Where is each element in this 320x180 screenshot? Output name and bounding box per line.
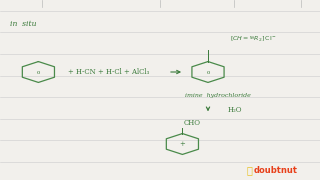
Text: o: o [37,69,40,75]
Text: + H-CN + H-Cl + AlCl₃: + H-CN + H-Cl + AlCl₃ [68,68,149,76]
Text: doubtnut: doubtnut [253,166,297,175]
Text: +: + [180,140,185,148]
Text: CHO: CHO [184,119,201,127]
Text: $[CH = ^{_\mathrm{NH}}R_2]\,\mathrm{Cl}^-$: $[CH = ^{_\mathrm{NH}}R_2]\,\mathrm{Cl}^… [230,35,277,44]
Text: imine  hydrochloride: imine hydrochloride [185,93,251,98]
Text: in  situ: in situ [10,20,36,28]
Text: o: o [206,69,210,75]
Text: ⓓ: ⓓ [247,165,252,175]
Text: H₂O: H₂O [227,106,242,114]
